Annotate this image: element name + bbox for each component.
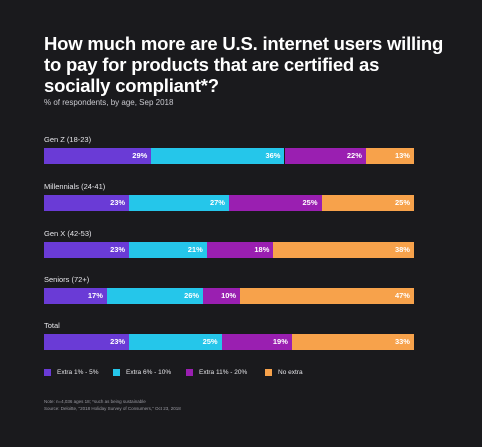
category-label: Total (44, 321, 60, 330)
data-label: 22% (346, 151, 362, 160)
legend-swatch (44, 368, 51, 376)
bar-segment (129, 195, 229, 211)
stacked-bar: 29% 36% 22% 13% (44, 148, 414, 164)
bar-segment (129, 334, 222, 350)
data-label: 23% (110, 245, 126, 254)
bar-segment (365, 148, 414, 164)
data-label: 36% (265, 151, 281, 160)
bar-segment (291, 334, 414, 350)
bar-segment (229, 195, 322, 211)
category-label: Gen X (42-53) (44, 229, 92, 238)
data-label: 10% (221, 291, 237, 300)
bar-segment (44, 288, 107, 304)
data-label: 27% (209, 198, 225, 207)
data-label: 23% (110, 337, 126, 346)
legend-label: Extra 11% - 20% (199, 368, 248, 376)
legend-swatch (113, 368, 120, 376)
bar-segment (206, 242, 274, 258)
data-label: 25% (394, 198, 410, 207)
stacked-bar: 23% 27% 25% 25% (44, 195, 414, 211)
bar-segment (221, 334, 292, 350)
source-note: Source: Deloitte, "2018 Holiday Survey o… (44, 406, 181, 411)
bar-segment (44, 334, 130, 350)
bar-segment (151, 148, 285, 164)
data-label: 29% (132, 151, 148, 160)
data-label: 38% (394, 245, 410, 254)
legend-item: Extra 1% - 5% (44, 368, 99, 376)
data-label: 25% (302, 198, 318, 207)
category-label: Gen Z (18-23) (44, 135, 92, 144)
data-label: 21% (187, 245, 203, 254)
legend-item: Extra 6% - 10% (113, 368, 171, 376)
data-label: 23% (110, 198, 126, 207)
stacked-bar: 23% 21% 18% 38% (44, 242, 414, 258)
bar-segment (106, 288, 204, 304)
legend-label: Extra 6% - 10% (126, 368, 172, 376)
chart-title: How much more are U.S. internet users wi… (44, 33, 444, 96)
stacked-bar: 17% 26% 10% 47% (44, 288, 414, 304)
data-label: 18% (254, 245, 270, 254)
bar-segment (44, 148, 152, 164)
legend-item: Extra 11% - 20% (186, 368, 247, 376)
data-label: 17% (87, 291, 103, 300)
legend-label: No extra (278, 368, 303, 376)
legend-label: Extra 1% - 5% (57, 368, 99, 376)
bar-segment (240, 288, 414, 304)
bar-segment (203, 288, 241, 304)
footnote: Note: n=4,036 ages 18; *such as being su… (44, 399, 146, 404)
bar-segment (44, 242, 130, 258)
bar-segment (273, 242, 414, 258)
data-label: 26% (184, 291, 200, 300)
data-label: 25% (202, 337, 218, 346)
data-label: 47% (394, 291, 410, 300)
data-label: 33% (394, 337, 410, 346)
chart-subtitle: % of respondents, by age, Sep 2018 (44, 98, 174, 107)
bar-segment (44, 195, 130, 211)
bar-segment (321, 195, 414, 211)
category-label: Seniors (72+) (44, 275, 90, 284)
bar-segment (284, 148, 366, 164)
data-label: 19% (272, 337, 288, 346)
data-label: 13% (394, 151, 410, 160)
legend-swatch (186, 368, 193, 376)
stacked-bar: 23% 25% 19% 33% (44, 334, 414, 350)
legend-swatch (265, 368, 272, 376)
legend-item: No extra (265, 368, 303, 376)
category-label: Millennials (24-41) (44, 182, 106, 191)
bar-segment (129, 242, 207, 258)
